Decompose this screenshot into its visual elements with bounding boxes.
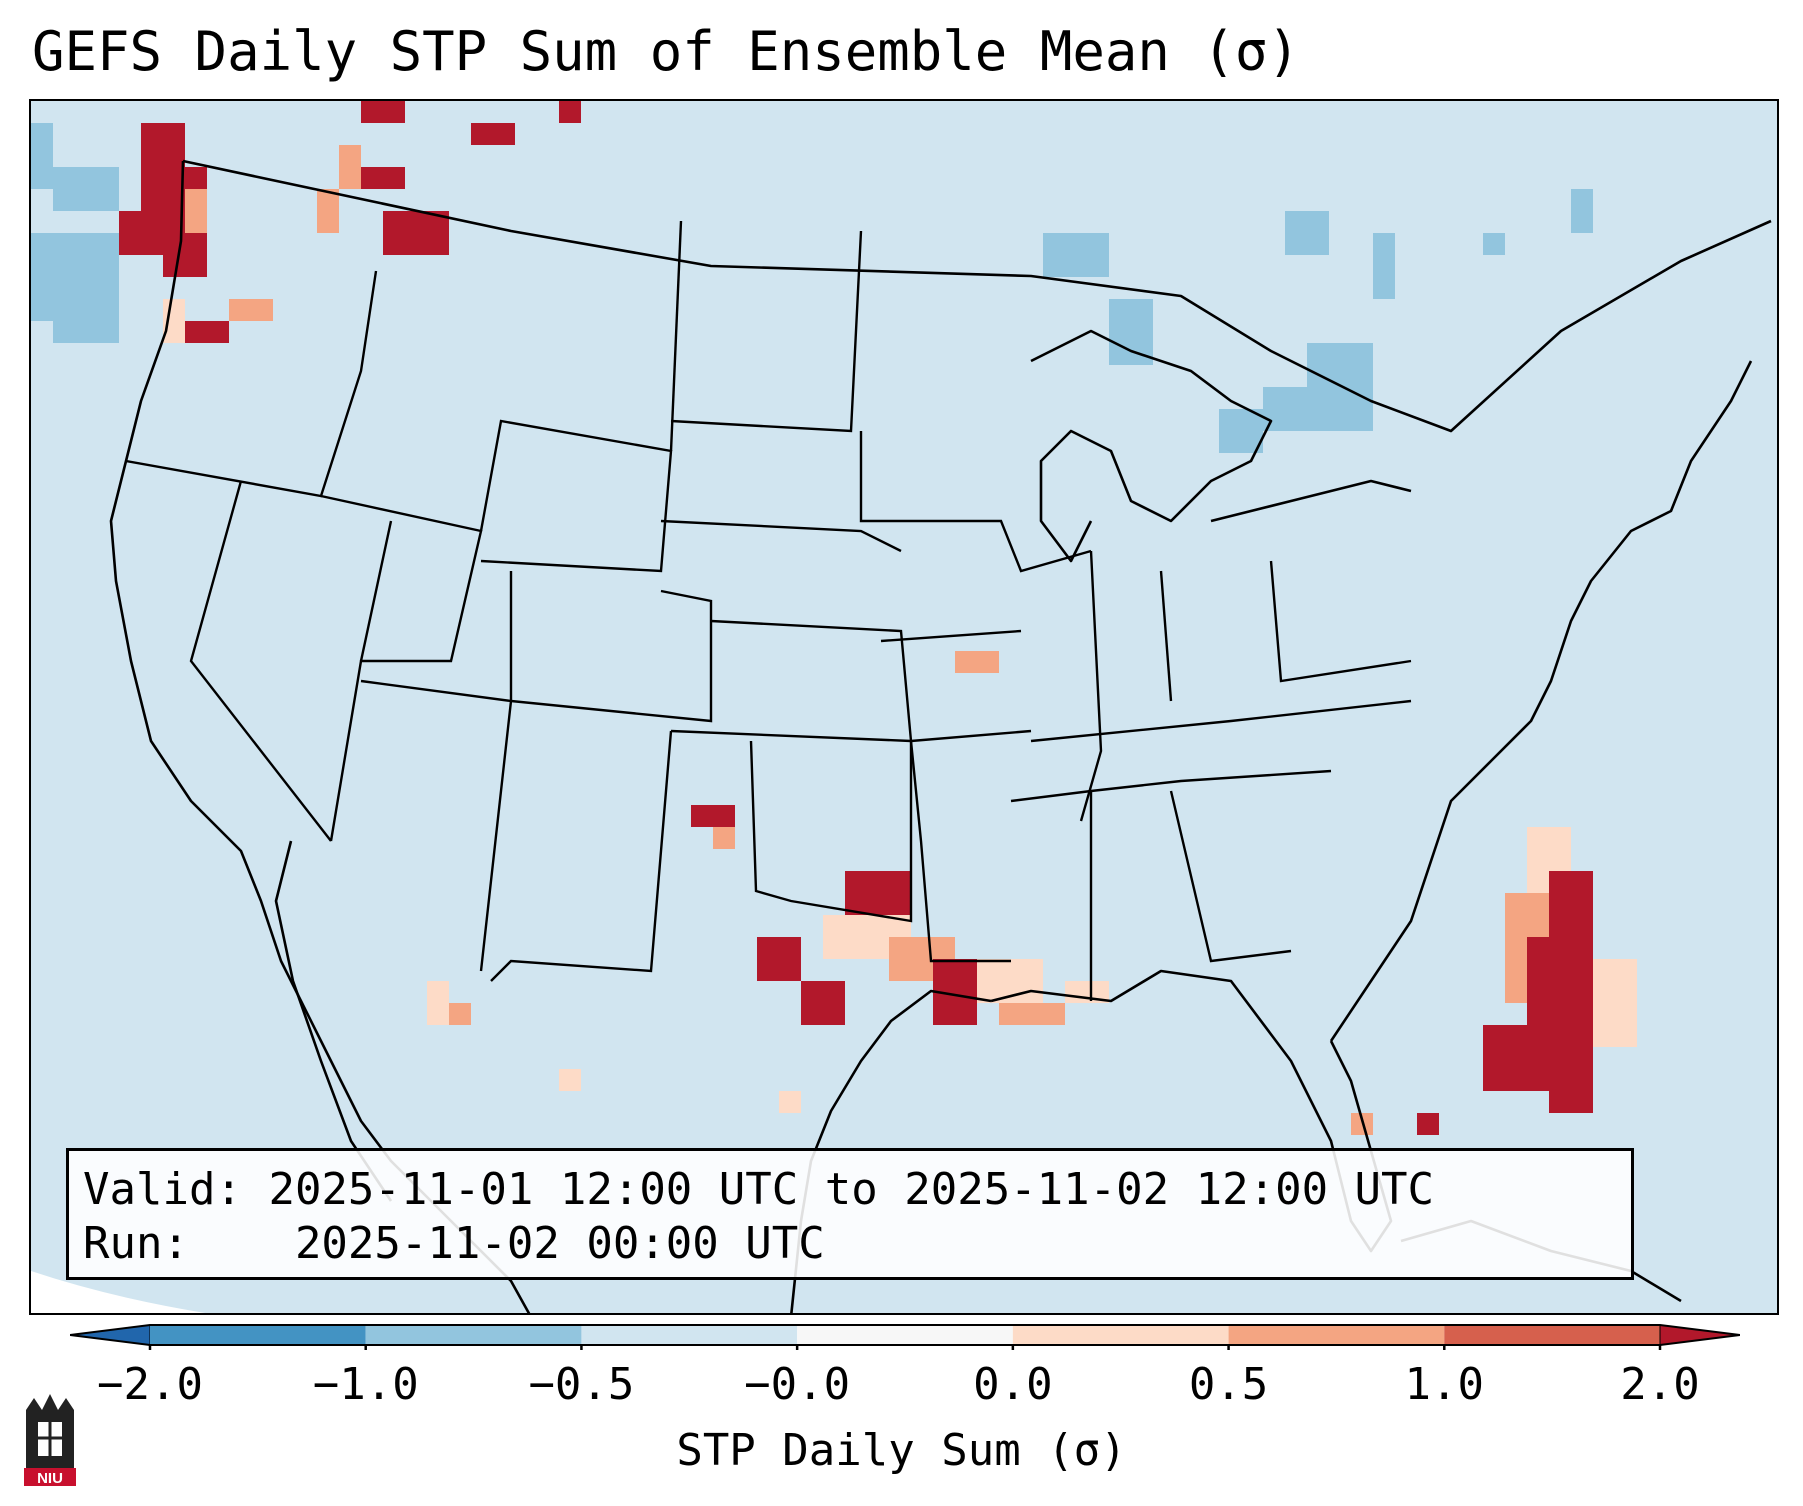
colorbar-ticks <box>148 1345 1662 1350</box>
stp-cell <box>1549 1047 1593 1113</box>
stp-cell <box>53 167 119 211</box>
stp-cell <box>1549 871 1593 937</box>
colorbar-segment <box>797 1325 1013 1345</box>
stp-cell <box>339 145 361 189</box>
colorbar-extend-under <box>70 1324 151 1346</box>
stp-cell <box>119 211 185 255</box>
stp-cell <box>471 123 515 145</box>
stp-cell <box>229 299 273 321</box>
stp-cell <box>361 101 405 123</box>
map-canvas <box>31 101 1772 1313</box>
stp-cell <box>383 211 449 255</box>
canada-us-border <box>182 159 1772 433</box>
stp-cell <box>1593 959 1637 1047</box>
colorbar-segment <box>581 1325 798 1345</box>
state-lines <box>125 220 1412 1001</box>
valid-label: Valid: <box>83 1164 242 1215</box>
stp-cell <box>779 1091 801 1113</box>
stp-cell <box>317 189 339 233</box>
stp-cell <box>163 299 185 343</box>
stp-cell <box>1109 299 1153 365</box>
stp-cell <box>1571 189 1593 233</box>
colorbar-extend-over <box>1659 1324 1740 1346</box>
colorbar-segment <box>365 1325 582 1345</box>
east-coastline <box>1329 360 1753 1042</box>
stp-cell <box>1417 1113 1439 1135</box>
stp-cell <box>185 189 207 233</box>
stp-cell <box>691 805 735 827</box>
stp-cell <box>713 827 735 849</box>
colorbar-segment <box>1012 1325 1229 1345</box>
logo-text: NIU <box>37 1470 63 1487</box>
stp-cell <box>1043 233 1109 277</box>
stp-cell <box>449 1003 471 1025</box>
colorbar-tick-label: 2.0 <box>1620 1359 1700 1410</box>
colorbar-tick-label: −2.0 <box>97 1359 203 1410</box>
great-lakes <box>1030 329 1273 563</box>
stp-cell <box>801 981 845 1025</box>
colorbar <box>70 1324 1740 1350</box>
run-value: 2025-11-02 00:00 UTC <box>294 1218 825 1269</box>
stp-cell <box>1219 409 1263 453</box>
stp-cell <box>1373 233 1395 299</box>
stp-cell <box>361 167 405 189</box>
stp-cell <box>1483 233 1505 255</box>
colorbar-segments <box>70 1324 1740 1346</box>
valid-value: 2025-11-01 12:00 UTC to 2025-11-02 12:00… <box>268 1164 1435 1215</box>
chart-title: GEFS Daily STP Sum of Ensemble Mean (σ) <box>32 20 1300 83</box>
run-label: Run: <box>83 1218 189 1269</box>
run-info-box: Valid: 2025-11-01 12:00 UTC to 2025-11-0… <box>66 1148 1634 1280</box>
colorbar-tick-label: −0.0 <box>744 1359 851 1410</box>
colorbar-segment <box>150 1325 366 1345</box>
colorbar-tick-label: 1.0 <box>1404 1359 1485 1410</box>
stp-cell <box>1307 343 1373 431</box>
colorbar-segment <box>1444 1325 1660 1345</box>
colorbar-segment <box>1228 1325 1445 1345</box>
colorbar-tick-label: 0.0 <box>973 1359 1053 1410</box>
niu-logo: NIU <box>24 1394 76 1487</box>
stp-cell <box>185 321 229 343</box>
baja-coastline <box>274 840 393 1202</box>
colorbar-tick-label: 0.5 <box>1188 1359 1269 1410</box>
stp-cell <box>955 651 999 673</box>
stp-cell <box>1285 211 1329 255</box>
stp-cell <box>31 123 53 189</box>
stp-cell <box>559 1069 581 1091</box>
stp-cell <box>999 1003 1065 1025</box>
lake-erie-ontario <box>1210 479 1412 523</box>
stp-cell <box>757 937 801 981</box>
colorbar-tick-label: −0.5 <box>528 1359 635 1410</box>
map-panel <box>29 99 1779 1315</box>
off-map-area <box>31 1271 206 1313</box>
stp-cell <box>427 981 449 1025</box>
stp-cell <box>559 101 581 123</box>
colorbar-label: STP Daily Sum (σ) <box>676 1425 1127 1476</box>
stp-cells <box>31 101 1637 1135</box>
colorbar-tick-label: −1.0 <box>312 1359 419 1410</box>
stp-cell <box>53 277 119 343</box>
